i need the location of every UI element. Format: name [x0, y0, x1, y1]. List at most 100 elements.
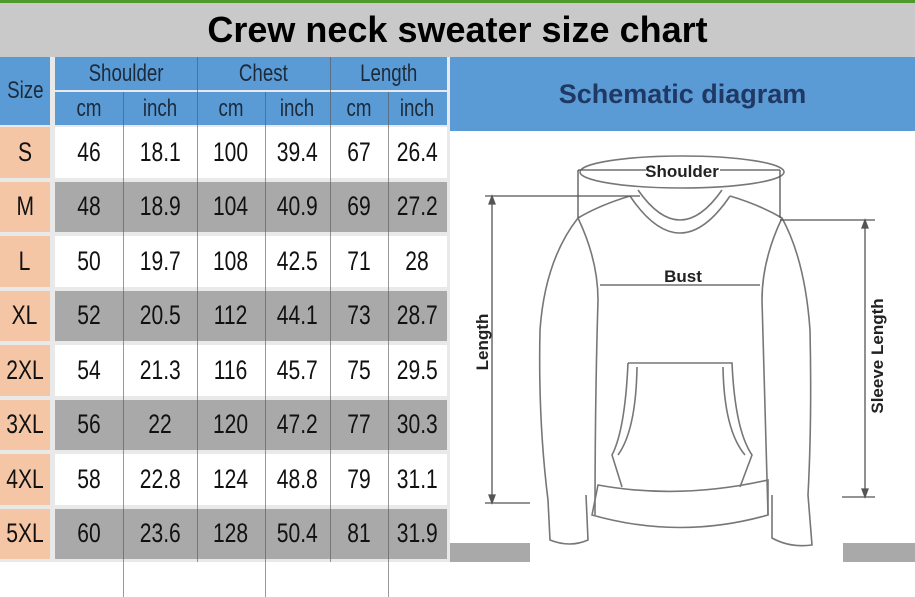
column-divider	[330, 57, 331, 562]
value-cell: 120	[197, 399, 265, 450]
value-cell: 48	[55, 181, 123, 232]
size-header-text: Size	[6, 77, 44, 104]
value-cell: 71	[330, 236, 388, 287]
value-cell-text: 104	[213, 191, 249, 222]
title-bar: Crew neck sweater size chart	[0, 3, 915, 57]
value-cell: 30.3	[388, 399, 447, 450]
value-cell: 73	[330, 290, 388, 341]
value-cell: 28.7	[388, 290, 447, 341]
unit-header: cm	[197, 92, 265, 125]
value-cell: 124	[197, 454, 265, 505]
value-cell: 47.2	[265, 399, 330, 450]
unit-header-text: inch	[280, 94, 315, 122]
size-cell-text: 5XL	[6, 518, 44, 549]
value-cell: 67	[330, 127, 388, 178]
column-divider	[265, 92, 266, 597]
unit-header-text: cm	[76, 94, 102, 122]
value-cell-text: 42.5	[277, 245, 318, 276]
value-cell: 112	[197, 290, 265, 341]
value-cell-text: 47.2	[277, 409, 318, 440]
schematic-panel: Schematic diagram	[450, 57, 915, 562]
value-cell: 52	[55, 290, 123, 341]
value-cell: 79	[330, 454, 388, 505]
value-cell-text: 44.1	[277, 300, 318, 331]
value-cell: 58	[55, 454, 123, 505]
size-cell-text: 4XL	[6, 463, 44, 494]
column-divider	[123, 92, 124, 597]
group-header: Length	[330, 57, 447, 90]
value-cell-text: 31.1	[397, 463, 438, 494]
size-cell-text: L	[19, 245, 31, 276]
value-cell-text: 26.4	[397, 136, 438, 167]
value-cell: 21.3	[123, 345, 197, 396]
value-cell: 44.1	[265, 290, 330, 341]
size-cell-text: 3XL	[6, 409, 44, 440]
value-cell-text: 60	[77, 518, 101, 549]
size-cell: 3XL	[0, 399, 50, 450]
size-cell: L	[0, 236, 50, 287]
value-cell: 26.4	[388, 127, 447, 178]
group-header-text: Shoulder	[88, 59, 164, 87]
top-border	[0, 0, 915, 3]
value-cell-text: 58	[77, 463, 101, 494]
unit-header: cm	[330, 92, 388, 125]
value-cell-text: 54	[77, 354, 101, 385]
column-divider	[197, 57, 198, 562]
unit-header: inch	[265, 92, 330, 125]
size-table: Size Shoulder Chest Length cm inch cm inch cm inc…	[0, 57, 450, 597]
value-cell: 20.5	[123, 290, 197, 341]
value-cell: 23.6	[123, 508, 197, 559]
value-cell-text: 48.8	[277, 463, 318, 494]
page-title: Crew neck sweater size chart	[207, 9, 708, 50]
value-cell: 128	[197, 508, 265, 559]
value-cell-text: 46	[77, 136, 101, 167]
value-cell: 50	[55, 236, 123, 287]
value-cell-text: 67	[347, 136, 371, 167]
value-cell-text: 18.1	[139, 136, 181, 167]
unit-header: cm	[55, 92, 123, 125]
value-cell-text: 22	[148, 409, 172, 440]
value-cell-text: 50	[77, 245, 101, 276]
value-cell: 29.5	[388, 345, 447, 396]
value-cell-text: 23.6	[139, 518, 181, 549]
measure-lines	[485, 169, 875, 505]
value-cell-text: 22.8	[139, 463, 181, 494]
unit-header: inch	[123, 92, 197, 125]
column-divider	[388, 92, 389, 597]
size-cell: 2XL	[0, 345, 50, 396]
value-cell-text: 39.4	[277, 136, 318, 167]
value-cell-text: 27.2	[397, 191, 438, 222]
value-cell: 104	[197, 181, 265, 232]
size-cell: 4XL	[0, 454, 50, 505]
sweater-diagram: Shoulder Bust Length Sleeve Length	[450, 155, 915, 562]
value-cell: 18.9	[123, 181, 197, 232]
value-cell: 19.7	[123, 236, 197, 287]
corner-bar	[843, 543, 915, 562]
size-cell-text: XL	[12, 300, 38, 331]
value-cell-text: 30.3	[397, 409, 438, 440]
value-cell-text: 124	[213, 463, 249, 494]
group-header: Shoulder	[55, 57, 197, 90]
size-cell-text: 2XL	[6, 354, 44, 385]
bust-label: Bust	[664, 267, 702, 286]
value-cell: 81	[330, 508, 388, 559]
value-cell: 27.2	[388, 181, 447, 232]
value-cell-text: 79	[347, 463, 371, 494]
value-cell: 22.8	[123, 454, 197, 505]
value-cell-text: 69	[347, 191, 371, 222]
unit-header-text: cm	[218, 94, 244, 122]
value-cell-text: 116	[214, 354, 248, 385]
value-cell: 42.5	[265, 236, 330, 287]
value-cell: 46	[55, 127, 123, 178]
size-cell: M	[0, 181, 50, 232]
value-cell: 75	[330, 345, 388, 396]
value-cell-text: 31.9	[397, 518, 438, 549]
size-cell: 5XL	[0, 508, 50, 559]
value-cell-text: 128	[213, 518, 249, 549]
schematic-header: Schematic diagram	[450, 57, 915, 131]
value-cell-text: 120	[213, 409, 249, 440]
size-header: Size	[0, 57, 50, 125]
value-cell-text: 81	[347, 518, 371, 549]
sleeve-length-label: Sleeve Length	[868, 298, 887, 413]
size-cell-text: S	[17, 136, 33, 167]
